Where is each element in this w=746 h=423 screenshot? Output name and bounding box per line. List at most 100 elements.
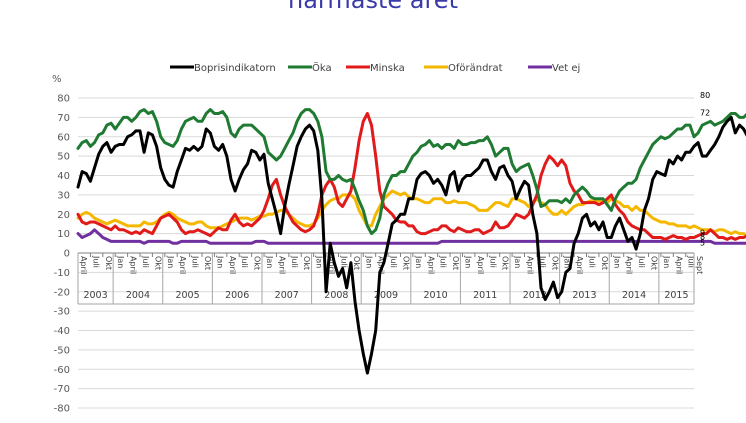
- x-tick-label: Juli: [240, 255, 249, 268]
- year-label: 2014: [622, 290, 646, 301]
- year-label: 2011: [473, 290, 497, 301]
- x-tick-label: Jan: [116, 255, 125, 268]
- x-tick-label: April: [377, 256, 386, 274]
- end-value-label: 9: [700, 229, 705, 238]
- y-tick-label: -50: [54, 345, 70, 356]
- end-value-label: 80: [700, 91, 710, 100]
- x-tick-label: Okt: [253, 256, 262, 270]
- end-labels: 80 72 985: [700, 91, 710, 247]
- x-tick-label: April: [129, 256, 138, 274]
- year-label: 2004: [126, 290, 150, 301]
- x-tick-label: April: [525, 256, 534, 274]
- x-tick-label: Jan: [364, 255, 373, 268]
- x-tick-label: Okt: [203, 256, 212, 270]
- legend: Boprisindikatorn Öka Minska Oförändrat Vet e…: [170, 61, 580, 74]
- x-tick-label: Okt: [600, 256, 609, 270]
- year-label: 2009: [374, 290, 398, 301]
- x-tick-label: Okt: [650, 256, 659, 270]
- y-tick-label: -10: [54, 268, 70, 279]
- x-tick-label: Sept: [695, 256, 704, 274]
- y-tick-label: 80: [57, 94, 70, 105]
- series-line-oförändrat: [76, 189, 746, 237]
- year-label: 2010: [424, 290, 448, 301]
- x-tick-label: Jan: [315, 255, 324, 268]
- x-tick-label: April: [674, 256, 683, 274]
- series-line-vet-ej: [76, 228, 746, 245]
- series-line-boprisindikatorn: [76, 115, 746, 375]
- series-line-minska: [76, 112, 746, 241]
- year-label: 2003: [83, 290, 107, 301]
- series-lines: [76, 108, 746, 375]
- x-tick-label: Jan: [166, 255, 175, 268]
- x-tick-label: Okt: [401, 256, 410, 270]
- x-tick-label: Juli: [339, 255, 348, 268]
- x-tick-label: April: [575, 256, 584, 274]
- y-tick-label: 20: [57, 210, 70, 221]
- y-tick-label: 10: [57, 229, 70, 240]
- x-tick-label: Okt: [550, 256, 559, 270]
- year-label: 2015: [664, 290, 688, 301]
- year-label: 2013: [572, 290, 596, 301]
- x-tick-label: April: [277, 256, 286, 274]
- x-tick-label: April: [178, 256, 187, 274]
- year-label: 2008: [324, 290, 348, 301]
- legend-label: Oförändrat: [448, 63, 503, 74]
- x-tick-label: Jan: [662, 255, 671, 268]
- y-axis-label: %: [52, 74, 62, 85]
- y-tick-label: -80: [54, 404, 70, 415]
- x-tick-label: Juli: [439, 255, 448, 268]
- x-tick-label: Juli: [687, 255, 696, 268]
- y-tick-label: -30: [54, 307, 70, 318]
- x-tick-label: Juli: [588, 255, 597, 268]
- x-tick-label: Jan: [414, 255, 423, 268]
- end-value-label: 8: [700, 233, 705, 242]
- x-tick-label: Jan: [463, 255, 472, 268]
- x-tick-label: Okt: [104, 256, 113, 270]
- x-tick-label: April: [625, 256, 634, 274]
- y-tick-label: -60: [54, 365, 70, 376]
- x-tick-label: April: [327, 256, 336, 274]
- x-tick-label: Okt: [153, 256, 162, 270]
- x-tick-label: Juli: [290, 255, 299, 268]
- x-tick-label: Jan: [563, 255, 572, 268]
- x-tick-label: Okt: [302, 256, 311, 270]
- legend-label: Öka: [312, 61, 332, 74]
- year-label: 2007: [275, 290, 299, 301]
- x-tick-label: April: [228, 256, 237, 274]
- x-tick-label: April: [426, 256, 435, 274]
- x-tick-label: Okt: [352, 256, 361, 270]
- x-tick-label: Juli: [191, 255, 200, 268]
- year-label: 2006: [225, 290, 249, 301]
- end-value-label: 72: [700, 109, 710, 118]
- x-tick-label: Jan: [612, 255, 621, 268]
- legend-label: Minska: [370, 63, 405, 74]
- series-line-öka: [76, 108, 746, 236]
- end-value-label: 5: [700, 238, 705, 247]
- x-tick-label: Juli: [389, 255, 398, 268]
- y-axis-ticks: 80 70 60 50 40 30 20 10 0 -10 -20 -30 -40 -50 -60 -70 -8…: [54, 94, 70, 415]
- y-tick-label: 30: [57, 190, 70, 201]
- legend-label: Vet ej: [552, 63, 580, 74]
- x-tick-label: Juli: [141, 255, 150, 268]
- x-tick-label: Jan: [513, 255, 522, 268]
- y-tick-label: -70: [54, 384, 70, 395]
- y-tick-label: 0: [64, 249, 70, 260]
- year-label: 2012: [523, 290, 547, 301]
- x-tick-label: Jan: [215, 255, 224, 268]
- y-tick-label: 40: [57, 171, 70, 182]
- x-tick-label: April: [476, 256, 485, 274]
- y-tick-label: 60: [57, 132, 70, 143]
- x-tick-label: Jan: [265, 255, 274, 268]
- x-tick-label: Juli: [91, 255, 100, 268]
- x-tick-label: Juli: [488, 255, 497, 268]
- y-tick-label: -20: [54, 287, 70, 298]
- y-tick-label: 70: [57, 113, 70, 124]
- legend-label: Boprisindikatorn: [194, 63, 276, 74]
- y-tick-label: 50: [57, 152, 70, 163]
- chart-title: närmaste året: [288, 0, 458, 14]
- year-label: 2005: [175, 290, 199, 301]
- x-axis: April Juli Okt Jan April Juli Okt Jan April Juli O…: [77, 252, 704, 305]
- x-tick-label: Juli: [538, 255, 547, 268]
- x-tick-label: Okt: [501, 256, 510, 270]
